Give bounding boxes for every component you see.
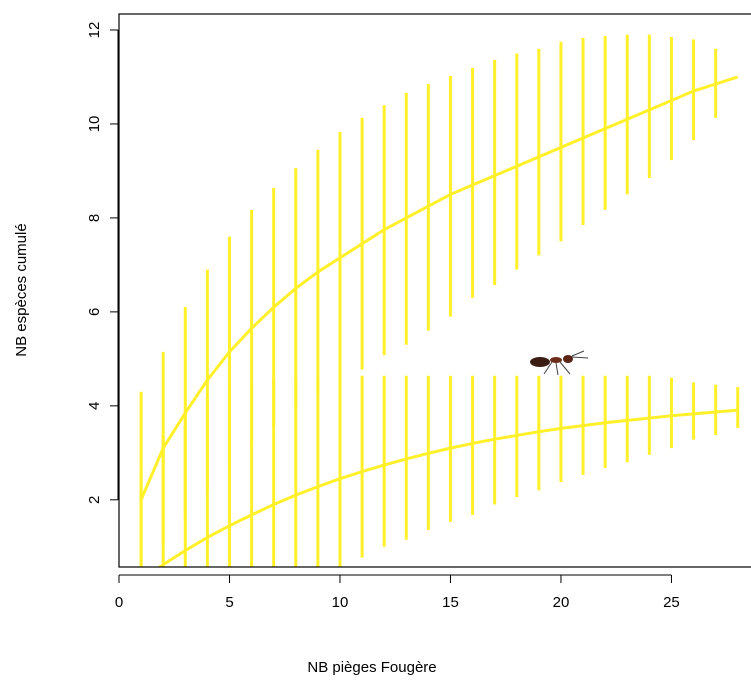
y-tick-label: 8 [86, 214, 103, 222]
x-tick-label: 5 [225, 594, 233, 611]
x-axis-label: NB pièges Fougère [307, 659, 436, 676]
x-tick-label: 20 [553, 594, 570, 611]
x-tick-label: 15 [442, 594, 459, 611]
y-tick-label: 2 [86, 496, 103, 504]
y-tick-label: 10 [86, 116, 103, 133]
y-tick-label: 4 [86, 402, 103, 410]
x-tick-label: 25 [663, 594, 680, 611]
plot-area [139, 34, 740, 567]
mean-line [157, 408, 738, 567]
x-tick-label: 0 [115, 594, 123, 611]
y-tick-label: 12 [86, 22, 103, 39]
mean-line [139, 75, 739, 501]
y-tick-label: 6 [86, 308, 103, 316]
plot-frame [118, 13, 751, 568]
x-tick-label: 10 [332, 594, 349, 611]
ant-icon [530, 350, 589, 376]
y-axis-label: NB espèces cumulé [13, 223, 30, 356]
